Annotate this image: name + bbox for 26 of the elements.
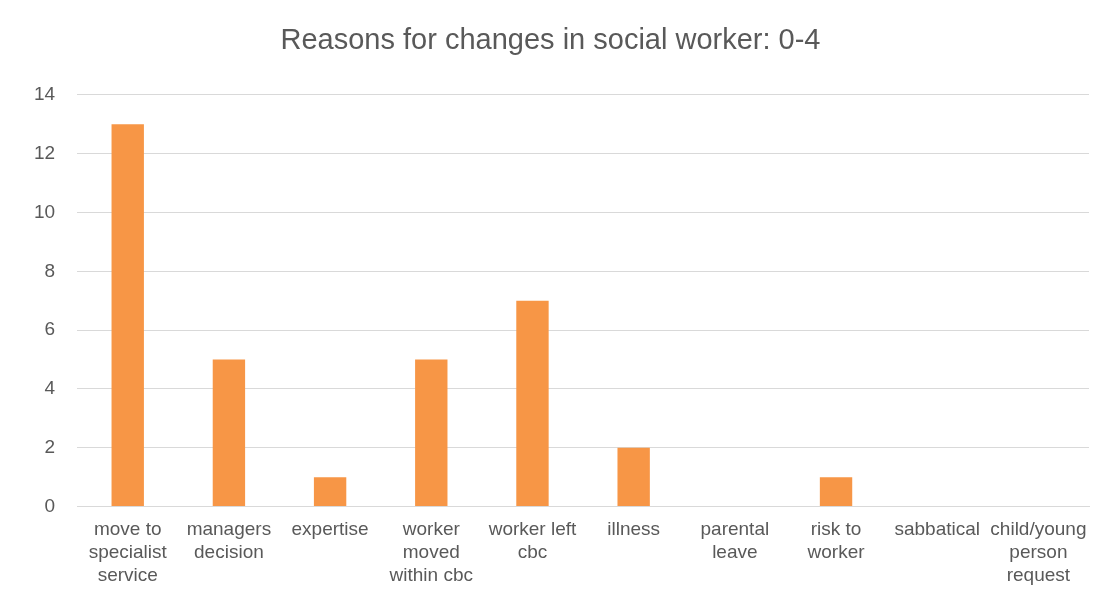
y-tick-label: 0 bbox=[44, 494, 56, 516]
x-tick-label: parental leave bbox=[700, 518, 770, 563]
bar bbox=[313, 477, 347, 507]
y-tick-label: 8 bbox=[44, 259, 56, 281]
x-tick-label: illness bbox=[607, 518, 661, 540]
bar bbox=[212, 359, 246, 507]
bar bbox=[516, 300, 549, 507]
x-tick-label: managers decision bbox=[186, 518, 272, 563]
bar bbox=[111, 124, 144, 507]
x-tick-label: risk to worker bbox=[806, 518, 866, 563]
bar bbox=[415, 359, 448, 507]
y-tick-label: 6 bbox=[44, 318, 56, 340]
x-tick-label: child/young person request bbox=[990, 518, 1087, 585]
x-tick-label: sabbatical bbox=[894, 518, 980, 540]
bar bbox=[617, 447, 650, 507]
chart-title: Reasons for changes in social worker: 0-4 bbox=[280, 23, 821, 56]
y-tick-label: 2 bbox=[44, 436, 56, 458]
x-tick-label: move to specialist service bbox=[88, 518, 168, 585]
y-tick-label: 14 bbox=[33, 83, 56, 105]
x-tick-label: worker moved within cbc bbox=[388, 518, 473, 585]
x-tick-label: expertise bbox=[291, 518, 369, 540]
y-tick-label: 10 bbox=[33, 200, 56, 222]
y-tick-label: 4 bbox=[44, 377, 56, 399]
bar bbox=[819, 477, 853, 507]
y-tick-label: 12 bbox=[33, 141, 56, 163]
x-tick-label: worker left cbc bbox=[487, 518, 578, 563]
